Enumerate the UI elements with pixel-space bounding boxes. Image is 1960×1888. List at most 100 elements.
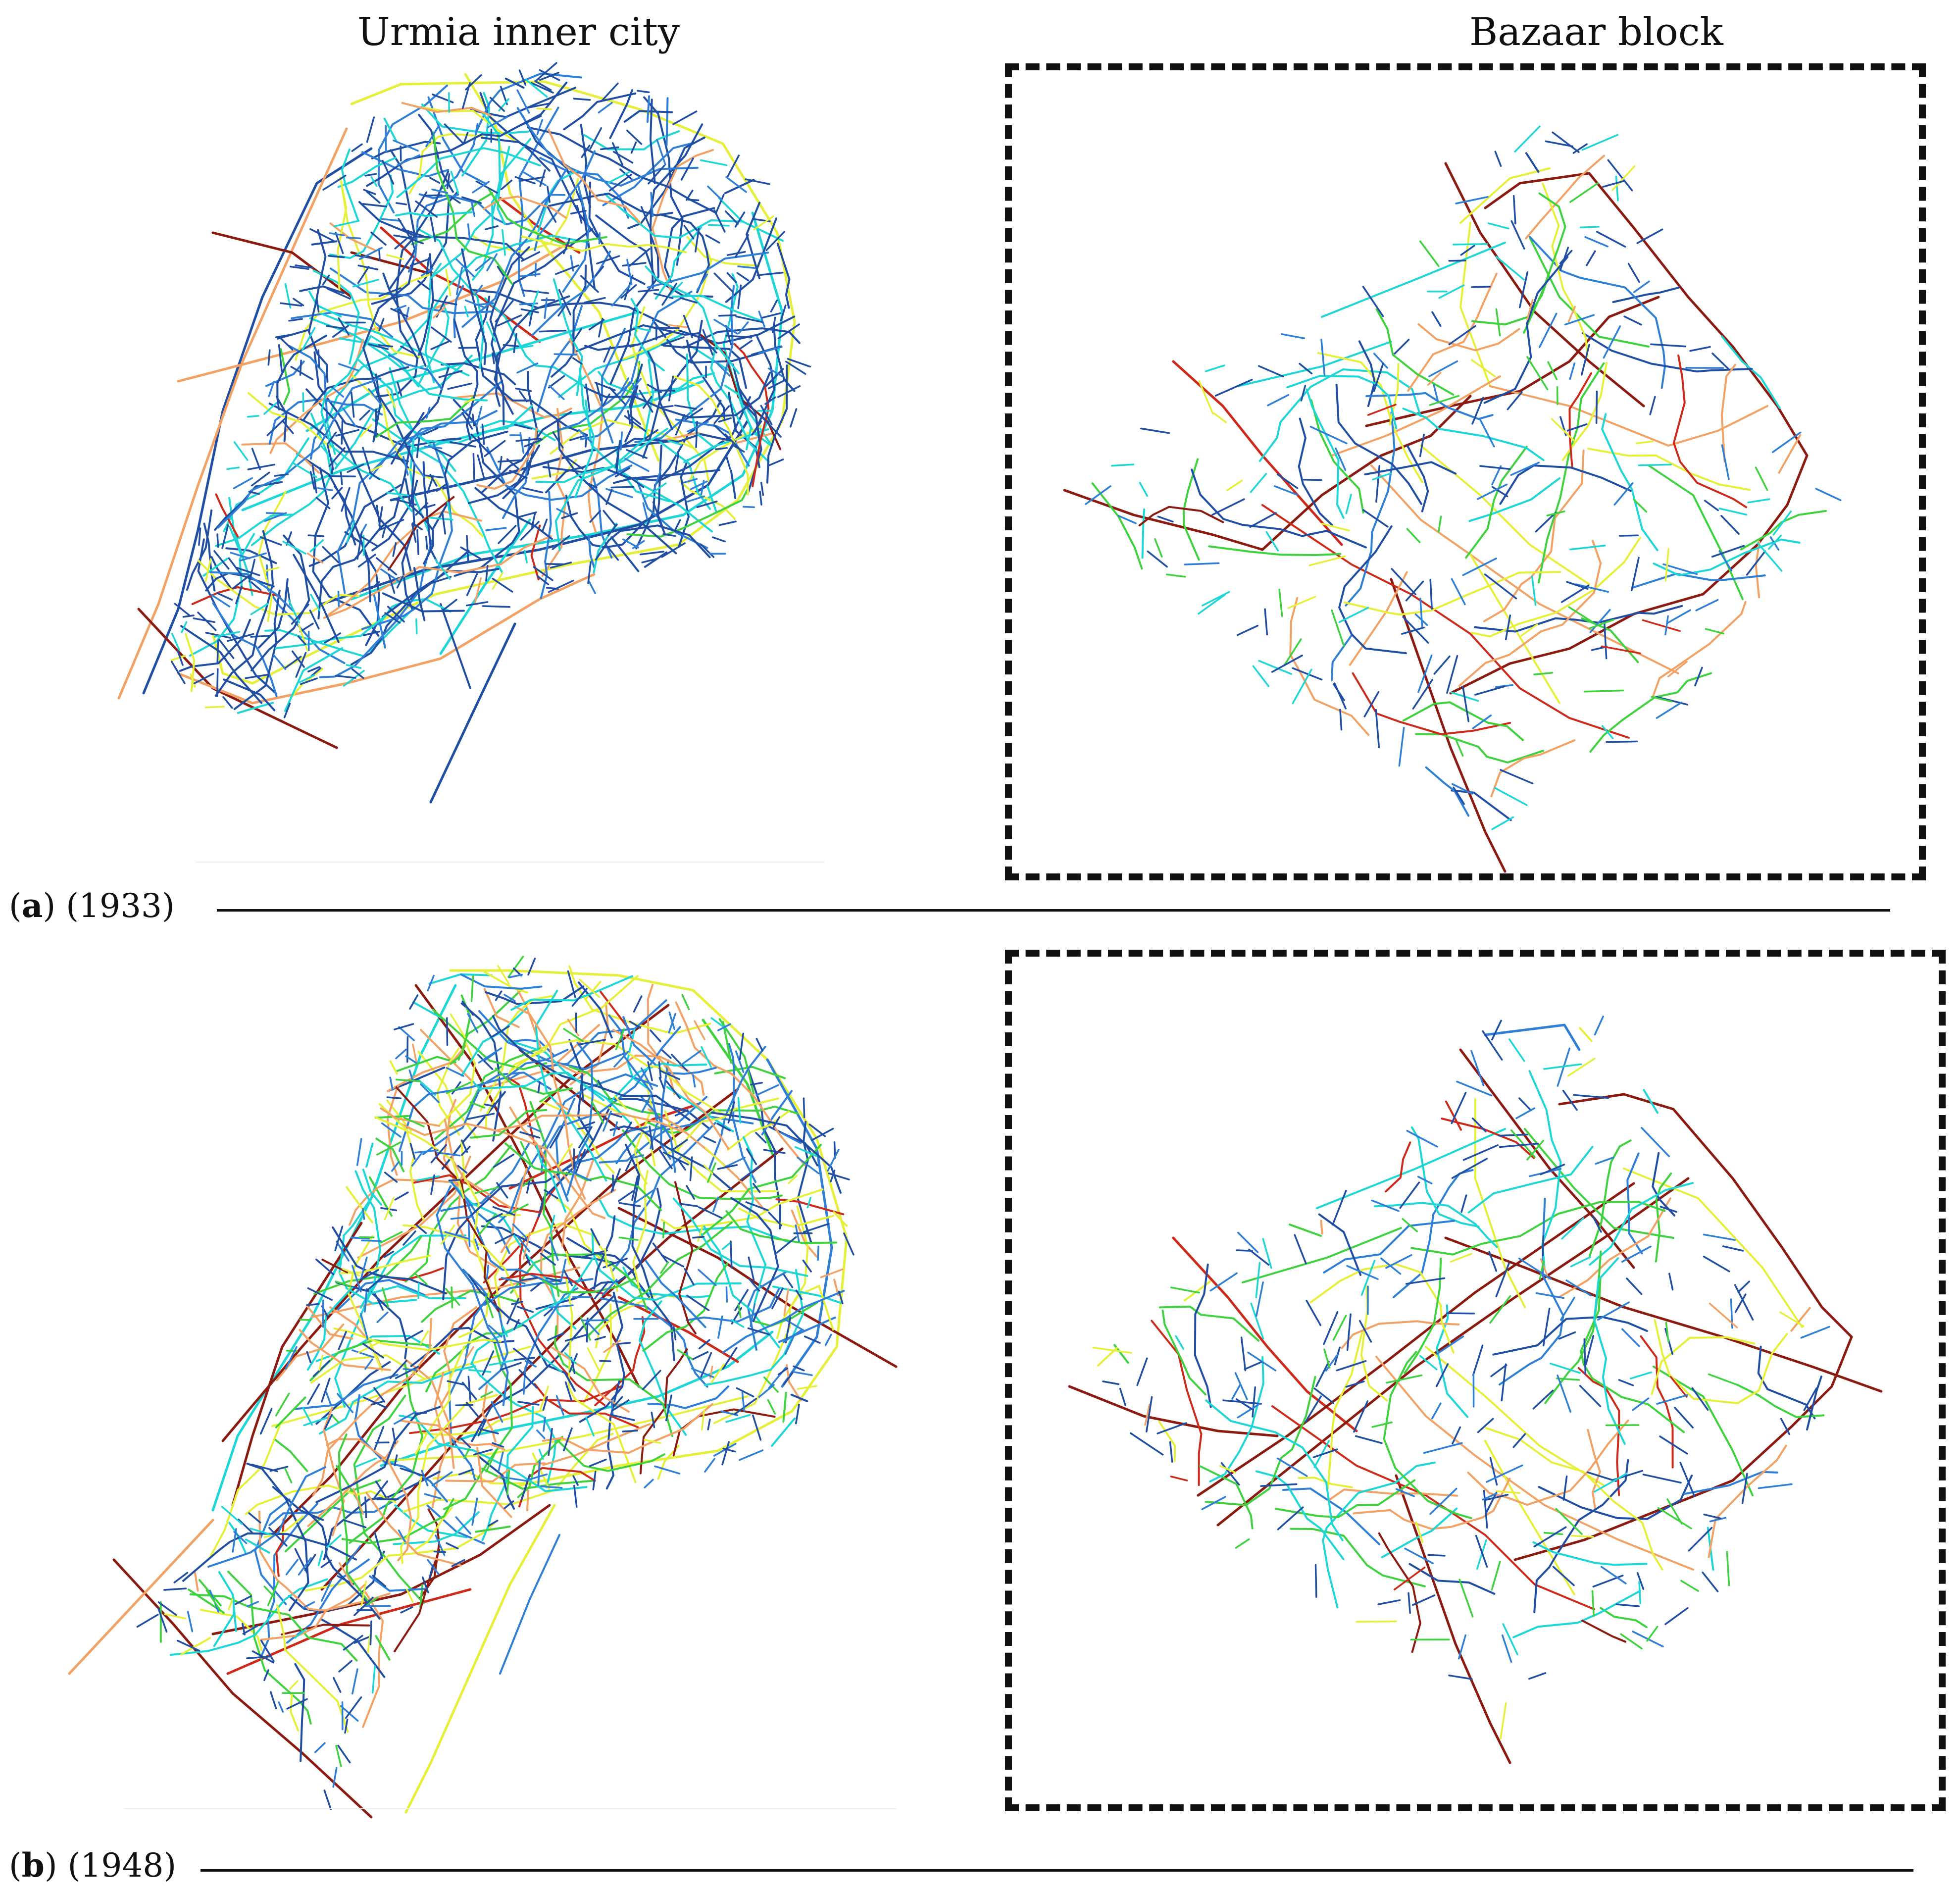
- dead-end-segment: [450, 170, 459, 194]
- dead-end-segment: [403, 1117, 425, 1127]
- alley-segment: [337, 432, 424, 594]
- dead-end-segment: [1704, 500, 1719, 511]
- dead-end-segment: [299, 622, 314, 633]
- alley-segment: [245, 1538, 270, 1554]
- dead-end-segment: [506, 1470, 510, 1495]
- dead-end-segment: [783, 1328, 803, 1343]
- dead-end-segment: [446, 173, 451, 189]
- dead-end-segment: [187, 1611, 194, 1633]
- dead-end-segment: [472, 453, 475, 481]
- dead-end-segment: [1470, 359, 1496, 378]
- dead-end-segment: [248, 491, 260, 495]
- dead-end-segment: [618, 1236, 639, 1241]
- alley-segment: [290, 1693, 300, 1732]
- dead-end-segment: [628, 248, 651, 267]
- alley-segment: [652, 149, 714, 294]
- alley-segment: [773, 324, 796, 392]
- dead-end-segment: [1601, 725, 1614, 739]
- alley-segment: [622, 1129, 783, 1200]
- dead-end-segment: [797, 1385, 818, 1390]
- dead-end-segment: [394, 1454, 398, 1467]
- dead-end-segment: [722, 1157, 746, 1169]
- dead-end-segment: [753, 215, 774, 231]
- alley-segment: [389, 1060, 398, 1075]
- dead-end-segment: [721, 1241, 732, 1250]
- dead-end-segment: [445, 269, 452, 297]
- dead-end-segment: [285, 1346, 298, 1370]
- alley-segment: [1559, 1197, 1671, 1298]
- dead-end-segment: [541, 518, 548, 533]
- boundary-street: [1513, 1335, 1853, 1561]
- dead-end-segment: [461, 1000, 474, 1016]
- dead-end-segment: [523, 550, 528, 563]
- dead-end-segment: [338, 363, 359, 371]
- dead-end-segment: [246, 1655, 271, 1659]
- dead-end-segment: [477, 1054, 494, 1070]
- alley-segment: [563, 92, 637, 131]
- dead-end-segment: [550, 1215, 555, 1234]
- dead-end-segment: [1488, 1251, 1498, 1272]
- dead-end-segment: [713, 405, 730, 424]
- dead-end-segment: [1597, 1301, 1630, 1321]
- dead-end-segment: [368, 388, 383, 407]
- panel-label-a-open: (: [9, 887, 22, 925]
- boundary-street: [1197, 1182, 1635, 1497]
- alley-segment: [647, 252, 769, 289]
- dead-end-segment: [687, 495, 705, 503]
- dead-end-segment: [1664, 1607, 1689, 1625]
- dead-end-segment: [628, 413, 641, 425]
- dead-end-segment: [204, 558, 212, 582]
- dead-end-segment: [435, 559, 451, 580]
- dead-end-segment: [157, 1601, 177, 1616]
- dead-end-segment: [415, 502, 428, 516]
- dead-end-segment: [680, 297, 698, 304]
- dead-end-segment: [1496, 1490, 1521, 1494]
- dead-end-segment: [1562, 1475, 1568, 1501]
- alley-segment: [761, 1090, 793, 1135]
- dead-end-segment: [268, 1527, 288, 1547]
- dead-end-segment: [1235, 1538, 1250, 1549]
- alley-segment: [415, 227, 485, 369]
- dead-end-segment: [679, 1203, 699, 1207]
- dead-end-segment: [1482, 1492, 1498, 1501]
- alley-segment: [569, 1066, 661, 1116]
- dead-end-segment: [376, 505, 382, 531]
- dead-end-segment: [216, 668, 219, 697]
- dead-end-segment: [1456, 1080, 1493, 1097]
- dead-end-segment: [500, 1476, 528, 1482]
- dead-end-segment: [362, 630, 381, 636]
- dead-end-segment: [327, 444, 334, 470]
- alley-segment: [1410, 1126, 1480, 1228]
- dead-end-segment: [1518, 1257, 1552, 1280]
- dead-end-segment: [427, 974, 435, 992]
- alley-segment: [645, 265, 740, 375]
- alley-segment: [510, 1039, 556, 1057]
- alley-segment: [295, 272, 433, 361]
- dead-end-segment: [204, 706, 225, 709]
- dead-end-segment: [295, 652, 307, 678]
- alley-segment: [588, 1221, 733, 1336]
- dead-end-segment: [1718, 508, 1748, 516]
- dead-end-segment: [1666, 609, 1692, 624]
- alley-segment: [551, 264, 587, 378]
- dead-end-segment: [1144, 1403, 1151, 1426]
- dead-end-segment: [713, 272, 734, 293]
- alley-segment: [603, 193, 745, 239]
- alley-segment: [214, 481, 283, 531]
- dead-end-segment: [1584, 236, 1608, 248]
- dead-end-segment: [1630, 1371, 1652, 1379]
- dead-end-segment: [1486, 1464, 1523, 1483]
- alley-segment: [530, 524, 541, 580]
- alley-segment: [742, 1136, 767, 1304]
- alley-segment: [1417, 323, 1520, 352]
- dead-end-segment: [470, 975, 474, 1003]
- dead-end-segment: [486, 321, 497, 343]
- alley-segment: [1290, 1528, 1426, 1587]
- dead-end-segment: [752, 1414, 762, 1441]
- alley-segment: [1408, 1563, 1496, 1595]
- dead-end-segment: [763, 1149, 786, 1154]
- dead-end-segment: [269, 1466, 289, 1472]
- dead-end-segment: [317, 349, 320, 368]
- dead-end-segment: [1398, 727, 1405, 767]
- dead-end-segment: [242, 1625, 258, 1635]
